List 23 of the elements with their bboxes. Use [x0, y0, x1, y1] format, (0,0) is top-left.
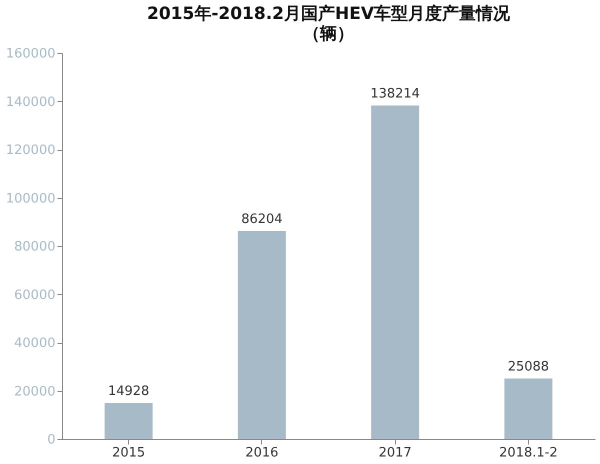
chart-title: 2015年-2018.2月国产HEV车型月度产量情况 — [147, 4, 511, 24]
x-tick-label: 2015 — [112, 446, 146, 460]
bar — [504, 378, 552, 439]
bar — [104, 402, 153, 439]
chart-subtitle: （辆） — [303, 24, 354, 44]
y-tick-label: 120000 — [6, 143, 56, 158]
y-tick-label: 160000 — [6, 46, 56, 62]
y-tick-label: 20000 — [14, 384, 56, 400]
y-tick-label: 60000 — [14, 288, 56, 303]
data-label: 14928 — [108, 384, 150, 399]
x-tick-label: 2016 — [245, 446, 278, 460]
x-tick-label: 2017 — [378, 446, 412, 460]
bar — [238, 231, 286, 439]
y-tick-label: 140000 — [6, 94, 56, 110]
data-label: 138214 — [370, 86, 420, 102]
y-tick-label: 100000 — [6, 191, 56, 206]
y-tick-label: 80000 — [14, 240, 56, 254]
data-label: 25088 — [508, 359, 550, 374]
y-tick-label: 0 — [47, 432, 56, 448]
bar — [371, 106, 420, 439]
x-tick-label: 2018.1-2 — [499, 446, 558, 460]
data-label: 86204 — [241, 212, 283, 228]
y-tick-label: 40000 — [14, 336, 56, 351]
